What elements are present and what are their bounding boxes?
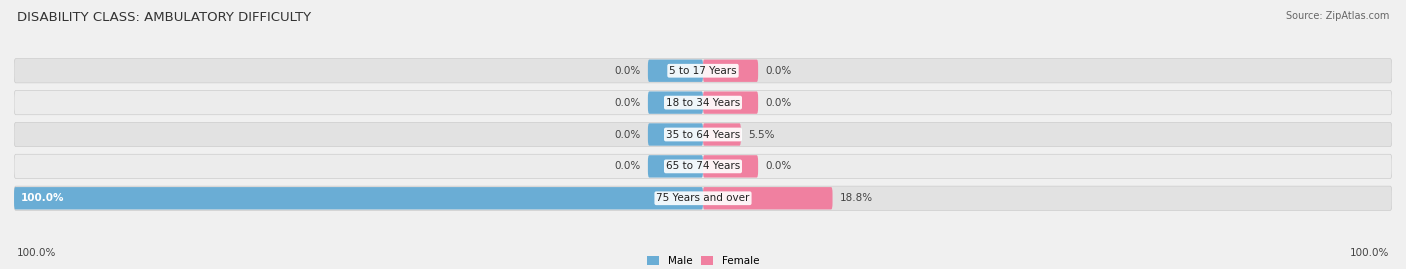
FancyBboxPatch shape (703, 59, 758, 82)
Text: 100.0%: 100.0% (17, 248, 56, 258)
Text: 100.0%: 100.0% (1350, 248, 1389, 258)
FancyBboxPatch shape (703, 91, 758, 114)
Text: 0.0%: 0.0% (765, 66, 792, 76)
FancyBboxPatch shape (14, 186, 1392, 210)
Text: 0.0%: 0.0% (614, 66, 641, 76)
FancyBboxPatch shape (703, 155, 758, 178)
Text: 5 to 17 Years: 5 to 17 Years (669, 66, 737, 76)
Text: 5.5%: 5.5% (748, 129, 775, 140)
Legend: Male, Female: Male, Female (643, 252, 763, 269)
FancyBboxPatch shape (14, 59, 1392, 83)
Text: 0.0%: 0.0% (614, 98, 641, 108)
Text: 18.8%: 18.8% (839, 193, 873, 203)
FancyBboxPatch shape (648, 123, 703, 146)
FancyBboxPatch shape (703, 187, 832, 210)
FancyBboxPatch shape (14, 122, 1392, 147)
Text: 65 to 74 Years: 65 to 74 Years (666, 161, 740, 171)
FancyBboxPatch shape (14, 187, 703, 210)
Text: 75 Years and over: 75 Years and over (657, 193, 749, 203)
Text: 0.0%: 0.0% (614, 129, 641, 140)
FancyBboxPatch shape (14, 154, 1392, 179)
Text: 35 to 64 Years: 35 to 64 Years (666, 129, 740, 140)
FancyBboxPatch shape (648, 91, 703, 114)
Text: 0.0%: 0.0% (765, 161, 792, 171)
Text: 0.0%: 0.0% (765, 98, 792, 108)
Text: 0.0%: 0.0% (614, 161, 641, 171)
FancyBboxPatch shape (648, 59, 703, 82)
FancyBboxPatch shape (703, 123, 741, 146)
Text: 18 to 34 Years: 18 to 34 Years (666, 98, 740, 108)
FancyBboxPatch shape (14, 90, 1392, 115)
Text: 100.0%: 100.0% (21, 193, 65, 203)
FancyBboxPatch shape (648, 155, 703, 178)
Text: DISABILITY CLASS: AMBULATORY DIFFICULTY: DISABILITY CLASS: AMBULATORY DIFFICULTY (17, 11, 311, 24)
Text: Source: ZipAtlas.com: Source: ZipAtlas.com (1285, 11, 1389, 21)
